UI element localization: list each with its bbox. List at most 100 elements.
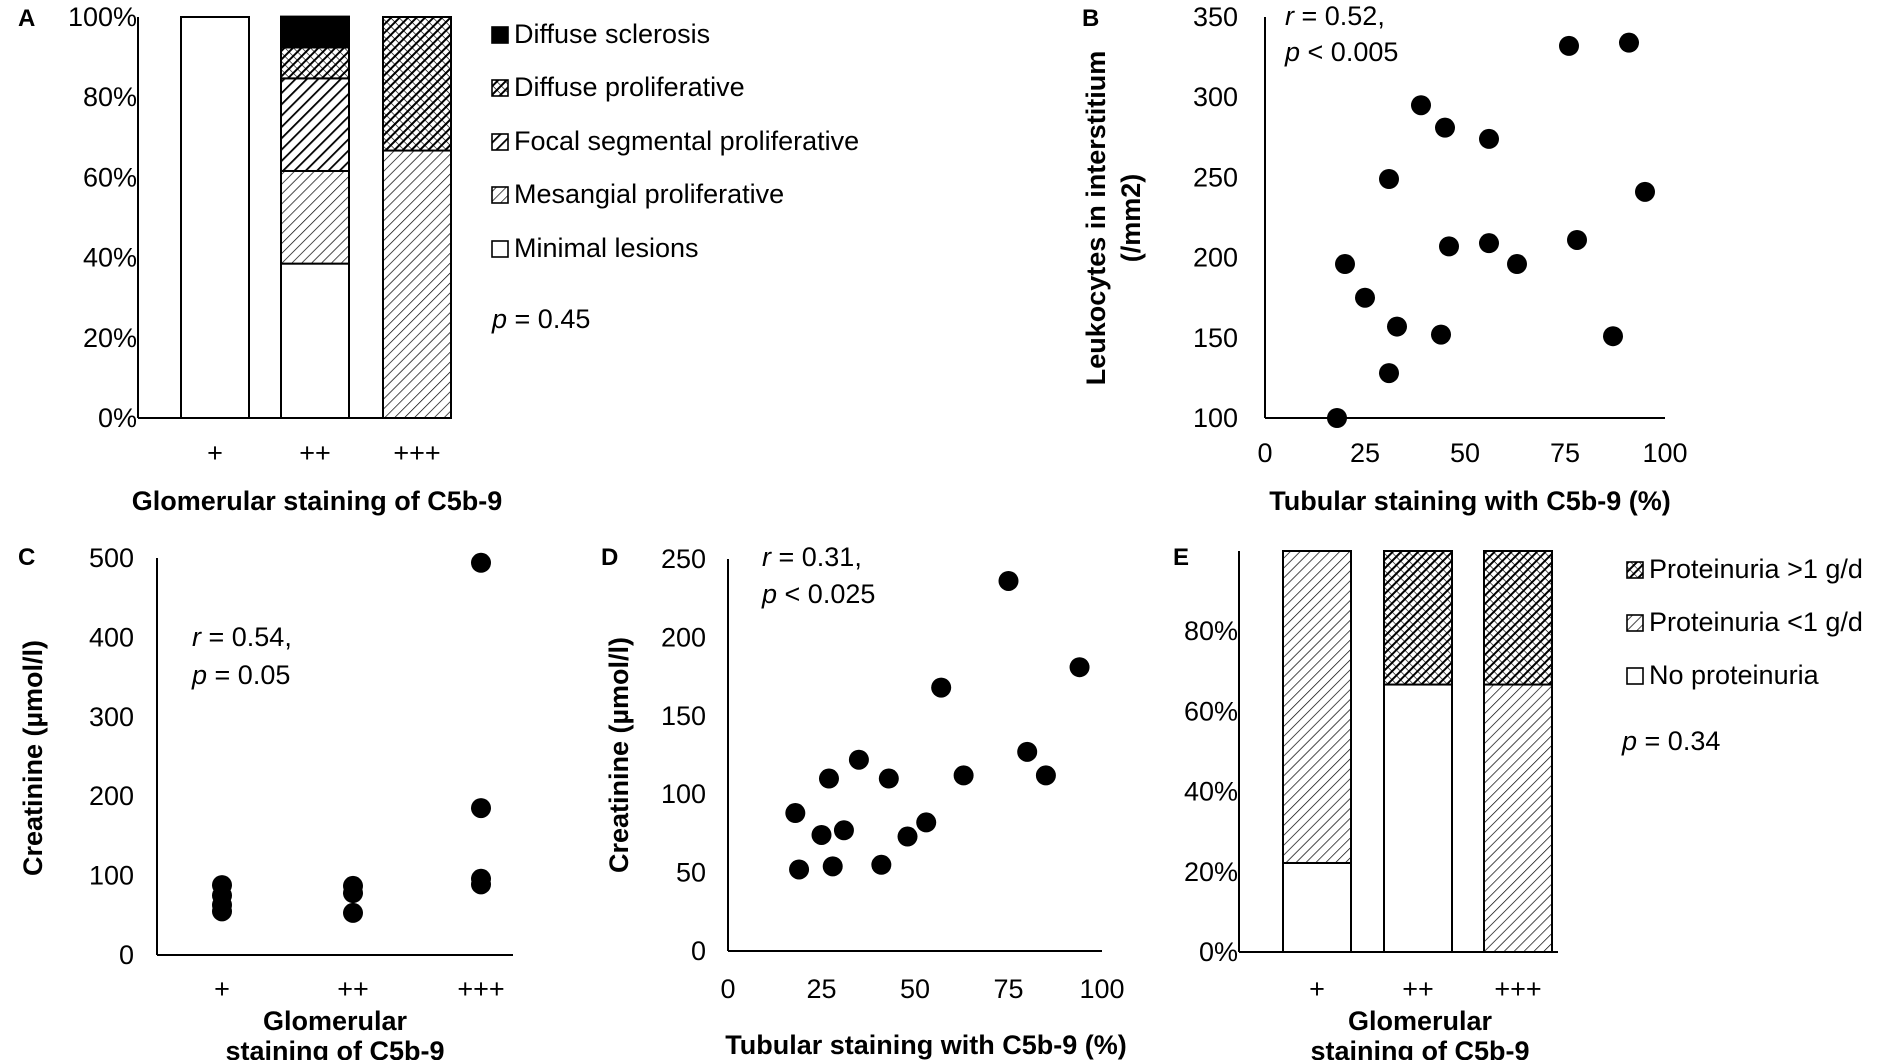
data-point-2 [789, 859, 810, 880]
bar-segment-proteinuria-1-g-d-3 [1483, 550, 1553, 686]
y-tick-label: 0% [1199, 937, 1238, 967]
panel-label-B: B [1082, 5, 1099, 32]
figure-content: A0%20%40%60%80%100%+ ++ +++Glomerular stai… [18, 1, 1863, 1060]
legend-label: Proteinuria <1 g/d [1649, 607, 1863, 637]
bar-segment-diffuse-sclerosis-2 [280, 15, 350, 49]
panel-D: D 0 50 100 150 200 250 0 25 50 75 100 Tubular staini… [601, 542, 1127, 1060]
p-value-annotation-var: p [491, 304, 507, 334]
bar-segment-no-proteinuria-2 [1383, 683, 1453, 954]
legend-label: Diffuse proliferative [514, 72, 745, 102]
stat-annotation: r = 0.54, [192, 622, 292, 652]
x-axis-label: Glomerular [263, 1006, 408, 1036]
y-tick-label: 250 [661, 544, 706, 574]
bar-segment-proteinuria-1-g-d-3 [1483, 683, 1553, 954]
x-axis-label: Tubular staining with C5b-9 (%) [1269, 486, 1671, 516]
x-category-label: ++ [299, 438, 331, 468]
y-axis-label: Creatinine (µmol/l) [604, 637, 634, 873]
panel-B: B 100 150 200 250 300 350 0 25 50 75 100 Tubular sta… [1081, 1, 1688, 516]
data-point-10 [1439, 236, 1459, 257]
y-tick-label: 250 [1193, 162, 1238, 192]
data-point-14 [1559, 35, 1579, 56]
x-tick-label: 0 [1257, 438, 1272, 468]
p-value-annotation-rest: = 0.34 [1637, 726, 1720, 756]
stat-annotation: r = 0.31, [762, 542, 862, 572]
bar-segment-focal-segmental-proliferative-2 [280, 77, 350, 172]
y-tick-label: 200 [1193, 243, 1238, 273]
p-value-annotation: p = 0.34 [1621, 726, 1720, 756]
bar-segment-minimal-lesions-1 [180, 16, 250, 419]
bar-segment-diffuse-proliferative-3 [382, 16, 452, 152]
x-tick-label: 25 [806, 974, 836, 1004]
legend-label: Proteinuria >1 g/d [1649, 554, 1863, 584]
panel-label-C: C [18, 544, 35, 571]
stat-annotation-rest: < 0.025 [777, 579, 875, 609]
y-tick-label: 500 [89, 543, 134, 573]
y-tick-label: 100 [661, 779, 706, 809]
y-tick-label: 100 [89, 861, 134, 891]
stat-annotation-rest: = 0.05 [207, 660, 290, 690]
stat-annotation-var: r [192, 622, 202, 652]
x-tick-label: 50 [1450, 438, 1480, 468]
x-tick-label: 75 [993, 974, 1023, 1004]
legend-swatch [491, 26, 509, 44]
y-tick-label: 80% [1184, 616, 1238, 646]
bar-segment-mesangial-proliferative-3 [382, 149, 452, 420]
bar-segment-proteinuria-1-g-d-2 [1383, 550, 1453, 686]
legend-label: Focal segmental proliferative [514, 126, 859, 156]
y-tick-label: 300 [89, 702, 134, 732]
x-category-label: +++ [457, 974, 504, 1004]
data-point-9 [471, 798, 491, 819]
panel-label-E: E [1173, 544, 1189, 571]
bar-segment-mesangial-proliferative-2 [280, 169, 350, 265]
data-point-1 [785, 803, 806, 824]
stat-annotation: r = 0.52, [1285, 1, 1385, 31]
x-axis-label: Glomerular [1348, 1006, 1493, 1036]
y-tick-label: 0 [119, 940, 134, 970]
data-point-6 [833, 820, 854, 841]
y-tick-label: 200 [89, 781, 134, 811]
x-tick-label: 0 [720, 974, 735, 1004]
legend-swatch [491, 186, 509, 204]
data-point-8 [1431, 324, 1451, 345]
y-tick-label: 400 [89, 622, 134, 652]
y-tick-label: 300 [1193, 82, 1238, 112]
legend-swatch [1626, 667, 1644, 685]
legend-label: No proteinuria [1649, 660, 1820, 690]
data-point-5 [822, 856, 843, 877]
legend-swatch [491, 240, 509, 258]
data-point-17 [1619, 32, 1639, 53]
x-tick-label: 75 [1550, 438, 1580, 468]
data-point-5 [1379, 169, 1399, 190]
y-tick-label: 0% [98, 403, 137, 433]
y-axis-label: Creatinine (µmol/l) [18, 640, 48, 876]
y-axis-label: Leukocytes in interstitium [1081, 51, 1111, 386]
x-tick-label: 25 [1350, 438, 1380, 468]
legend-swatch [1626, 614, 1644, 632]
y-tick-label: 100% [68, 2, 137, 32]
y-axis-label: (/mm2) [1116, 174, 1146, 263]
data-point-15 [1017, 741, 1038, 762]
y-tick-label: 0 [691, 936, 706, 966]
data-point-11 [916, 812, 937, 833]
data-point-7 [848, 749, 869, 770]
y-tick-label: 60% [83, 162, 137, 192]
panel-label-A: A [18, 5, 35, 32]
data-point-9 [1435, 117, 1455, 138]
stat-annotation-rest: = 0.31, [771, 542, 862, 572]
data-point-13 [953, 765, 974, 786]
data-point-10 [897, 826, 918, 847]
x-category-label: ++ [337, 974, 369, 1004]
legend-label: Minimal lesions [514, 233, 699, 263]
legend-label: Mesangial proliferative [514, 179, 784, 209]
stat-annotation: p = 0.05 [191, 660, 290, 690]
data-point-14 [998, 570, 1019, 591]
stat-annotation-rest: < 0.005 [1300, 37, 1398, 67]
stat-annotation-var: p [1284, 37, 1300, 67]
x-category-label: + [214, 974, 230, 1004]
data-point-8 [871, 854, 892, 875]
data-point-16 [1603, 326, 1623, 347]
p-value-annotation: p = 0.45 [491, 304, 590, 334]
data-point-17 [1069, 657, 1090, 678]
